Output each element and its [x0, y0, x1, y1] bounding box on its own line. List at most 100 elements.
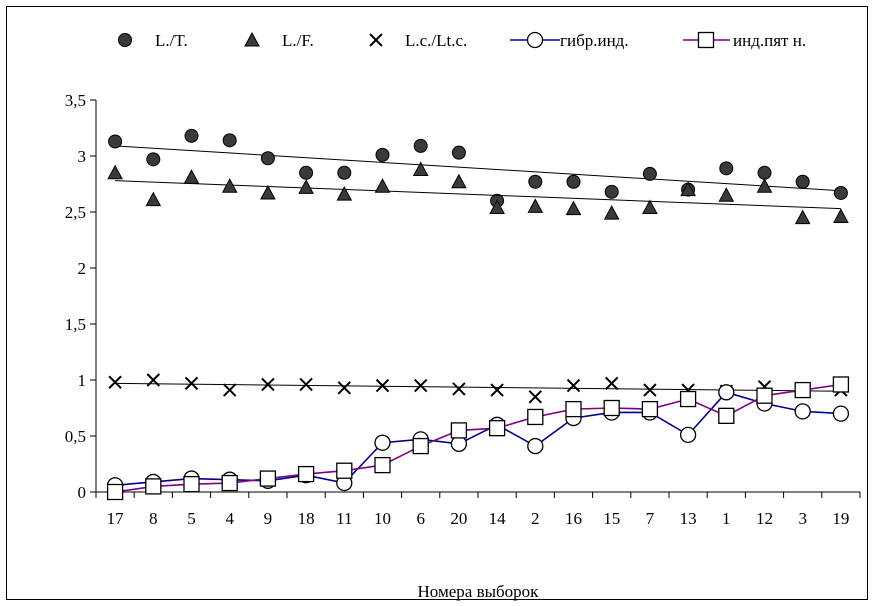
series-0 — [108, 128, 848, 208]
data-point — [261, 377, 275, 392]
data-point — [221, 178, 238, 193]
data-point — [604, 184, 619, 199]
data-point — [566, 174, 581, 189]
x-tick-label: 3 — [798, 509, 807, 528]
legend-marker — [244, 31, 260, 47]
data-point — [833, 208, 849, 223]
data-point — [528, 174, 543, 189]
data-point — [450, 435, 468, 452]
data-point — [183, 169, 200, 184]
y-tick-label: 1 — [78, 371, 87, 390]
data-point — [145, 478, 162, 495]
data-point — [566, 378, 581, 393]
series-4 — [106, 376, 850, 501]
legend-label: гибр.инд. — [560, 31, 629, 50]
data-point — [832, 405, 850, 422]
data-point — [145, 191, 162, 207]
data-point — [184, 376, 199, 391]
data-point — [222, 383, 237, 397]
data-point — [146, 373, 161, 387]
data-point — [756, 178, 773, 193]
data-point — [757, 165, 772, 180]
data-point — [221, 474, 238, 492]
legend-label: инд.пят н. — [733, 31, 806, 50]
x-tick-label: 19 — [832, 509, 849, 528]
data-point — [336, 186, 353, 201]
data-point — [259, 470, 277, 487]
y-tick-label: 2,5 — [65, 203, 86, 222]
data-point — [451, 173, 467, 189]
x-tick-label: 20 — [450, 509, 467, 528]
data-point — [184, 128, 199, 143]
x-tick-label: 17 — [107, 509, 125, 528]
data-point — [260, 151, 275, 166]
x-tick-label: 14 — [489, 509, 507, 528]
data-point — [794, 403, 811, 420]
trend-line — [115, 145, 841, 192]
x-tick-label: 5 — [187, 509, 196, 528]
data-point — [833, 185, 848, 200]
data-point — [718, 187, 735, 202]
data-point — [832, 376, 850, 393]
data-point — [565, 200, 582, 216]
data-point — [299, 377, 313, 392]
data-point — [719, 161, 734, 176]
x-tick-label: 6 — [416, 509, 425, 528]
series-3 — [106, 384, 850, 494]
series-2 — [108, 373, 848, 404]
data-point — [679, 390, 697, 408]
x-tick-label: 13 — [680, 509, 697, 528]
data-point — [565, 400, 582, 418]
legend-label: L./F. — [282, 31, 314, 50]
data-point — [222, 133, 237, 148]
data-point — [146, 152, 161, 167]
data-point — [375, 147, 390, 162]
data-point — [718, 407, 735, 424]
data-point — [299, 165, 314, 180]
data-point — [641, 400, 659, 418]
data-point — [795, 174, 810, 189]
data-point — [297, 465, 315, 483]
legend: L./T. L./F. L.c./Lt.c. гибр.инд. инд.пят н. — [118, 31, 806, 50]
x-tick-label: 4 — [225, 509, 234, 528]
legend-marker — [369, 33, 383, 47]
legend-marker — [526, 31, 544, 49]
data-point — [412, 161, 429, 176]
data-point — [374, 434, 391, 451]
y-tick-label: 0 — [78, 483, 87, 502]
data-point — [527, 437, 544, 455]
x-tick-label: 2 — [531, 509, 540, 528]
data-point — [603, 399, 620, 417]
chart-frame — [6, 6, 868, 600]
data-point — [374, 178, 391, 193]
data-point — [604, 376, 619, 391]
data-point — [108, 134, 123, 149]
data-point — [108, 375, 122, 389]
trend-line — [115, 180, 841, 210]
x-tick-label: 18 — [298, 509, 315, 528]
data-point — [527, 198, 544, 213]
data-point — [643, 383, 657, 397]
legend-label: L.c./Lt.c. — [405, 31, 467, 50]
data-point — [336, 462, 353, 479]
legend-marker — [118, 33, 132, 47]
data-point — [413, 138, 428, 153]
data-point — [718, 384, 735, 401]
y-tick-label: 3 — [78, 147, 87, 166]
data-point — [490, 383, 504, 397]
data-point — [679, 426, 697, 444]
data-point — [260, 184, 276, 200]
data-point — [412, 437, 429, 455]
data-point — [680, 181, 696, 197]
x-tick-label: 11 — [336, 509, 352, 528]
data-point — [374, 456, 391, 474]
legend-marker — [697, 31, 715, 49]
x-tick-label: 10 — [374, 509, 391, 528]
data-point — [107, 164, 123, 180]
legend-label: L./T. — [155, 31, 188, 50]
y-tick-label: 3,5 — [65, 91, 86, 110]
x-tick-label: 7 — [646, 509, 655, 528]
data-point — [337, 165, 352, 180]
series-1 — [107, 161, 849, 225]
